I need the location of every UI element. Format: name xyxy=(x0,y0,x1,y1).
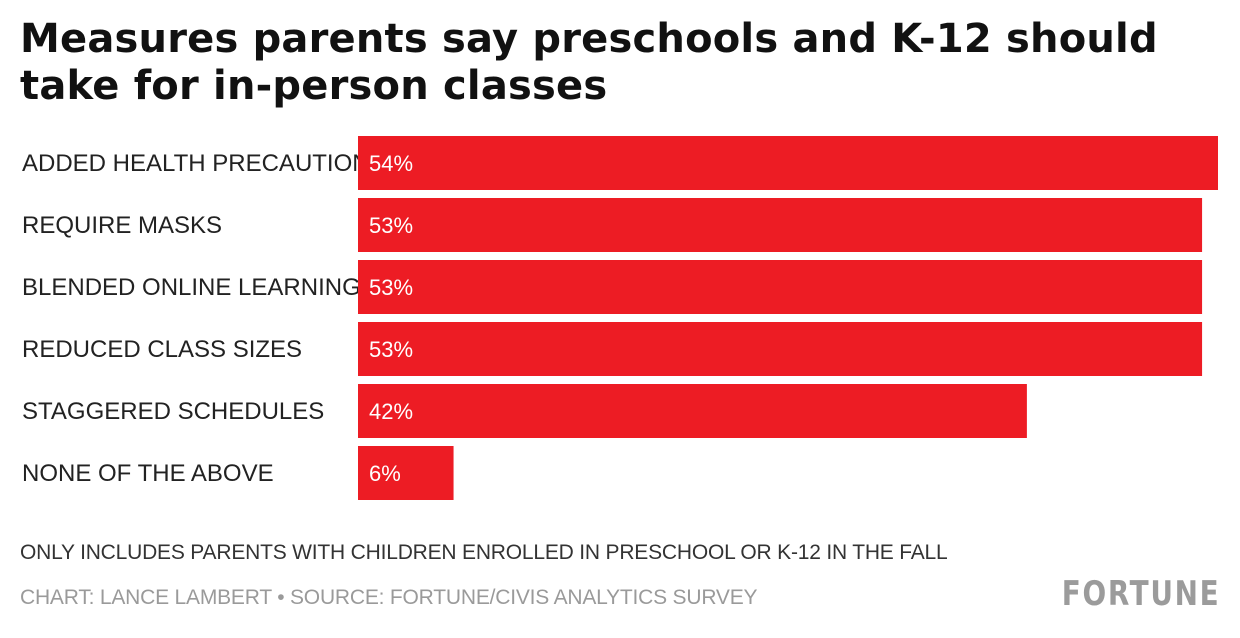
chart-note: ONLY INCLUDES PARENTS WITH CHILDREN ENRO… xyxy=(20,541,948,564)
bar xyxy=(358,136,1218,190)
category-label: BLENDED ONLINE LEARNING xyxy=(22,274,361,301)
category-label: NONE OF THE ABOVE xyxy=(22,460,274,487)
bar xyxy=(358,322,1203,376)
category-label: REDUCED CLASS SIZES xyxy=(22,336,302,363)
fortune-logo: FORTUNE xyxy=(1061,574,1220,614)
value-label: 6% xyxy=(369,461,401,486)
category-label: REQUIRE MASKS xyxy=(22,212,222,239)
category-label: ADDED HEALTH PRECAUTIONS xyxy=(22,150,386,177)
value-label: 42% xyxy=(369,399,413,424)
value-label: 53% xyxy=(369,213,413,238)
value-label: 53% xyxy=(369,275,413,300)
category-label: STAGGERED SCHEDULES xyxy=(22,398,324,425)
chart-credit: CHART: LANCE LAMBERT • SOURCE: FORTUNE/C… xyxy=(20,586,758,609)
value-label: 53% xyxy=(369,337,413,362)
value-label: 54% xyxy=(369,151,413,176)
bar xyxy=(358,198,1203,252)
bar xyxy=(358,384,1027,438)
bar xyxy=(358,446,454,500)
chart-title: Measures parents say preschools and K-12… xyxy=(20,16,1158,109)
bar xyxy=(358,260,1203,314)
